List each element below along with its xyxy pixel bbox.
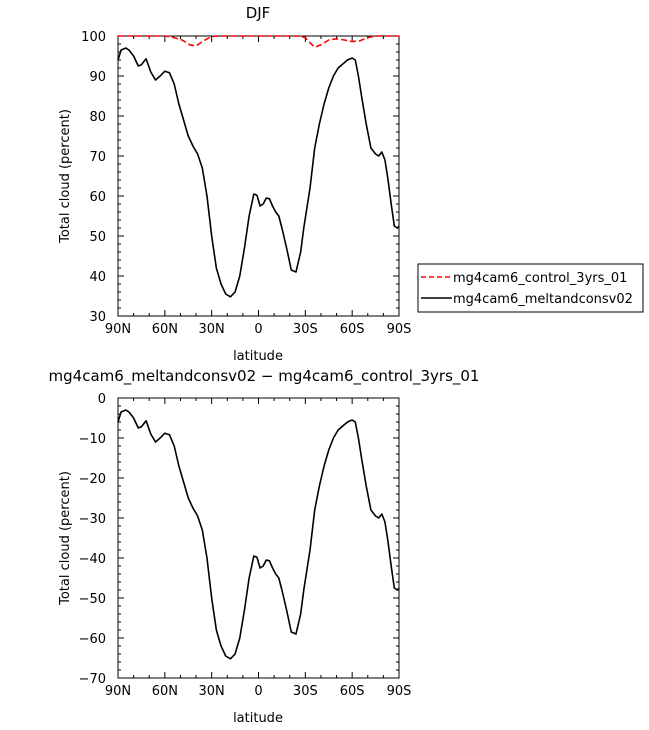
y-tick-label: 70 [89,150,106,165]
legend: mg4cam6_control_3yrs_01 mg4cam6_meltandc… [417,263,644,313]
y-tick-label: 60 [89,190,106,205]
x-axis: 90N 60N 30N 0 30S 60S 90S [105,398,412,699]
x-tick-label: 60S [340,322,365,337]
y-tick-label: −10 [79,432,106,447]
y-tick-label: 40 [89,270,106,285]
y-axis-label: Total cloud (percent) [58,471,73,606]
series-line-mg4cam6_control_3yrs_01 [118,35,399,48]
y-tick-label: 80 [89,110,106,125]
y-tick-label: 30 [89,310,106,325]
plot-frame [117,35,400,317]
x-axis-label: latitude [233,349,283,364]
chart-title: mg4cam6_meltandconsv02 − mg4cam6_control… [49,367,480,386]
x-tick-label: 90S [387,684,412,699]
bottom-chart: mg4cam6_meltandconsv02 − mg4cam6_control… [49,367,480,726]
y-tick-label: −30 [79,512,106,527]
y-axis: −70 −60 −50 −40 −30 −20 −10 0 [79,392,399,687]
series-lines [117,35,400,298]
y-tick-label: 50 [89,230,106,245]
x-tick-label: 0 [254,322,262,337]
y-tick-label: −40 [79,552,106,567]
legend-entry: mg4cam6_control_3yrs_01 [421,271,627,286]
x-tick-label: 60N [152,322,178,337]
x-tick-label: 60S [340,684,365,699]
x-tick-label: 90N [105,684,131,699]
y-tick-label: −60 [79,632,106,647]
x-tick-label: 90N [105,322,131,337]
y-axis: 30 40 50 60 70 80 90 100 [81,30,399,325]
y-tick-label: 90 [89,70,106,85]
y-tick-label: −70 [79,672,106,687]
y-tick-label: −20 [79,472,106,487]
x-tick-label: 60N [152,684,178,699]
legend-box [417,263,644,313]
x-tick-label: 30S [293,322,318,337]
x-tick-label: 30N [199,684,225,699]
x-tick-label: 90S [387,322,412,337]
x-tick-label: 0 [254,684,262,699]
plot-frame [117,397,400,679]
y-tick-label: 100 [81,30,106,45]
series-lines [117,409,400,660]
legend-entry: mg4cam6_meltandconsv02 [421,292,633,307]
legend-label-control: mg4cam6_control_3yrs_01 [453,271,627,286]
chart-title: DJF [246,4,271,22]
legend-label-melt: mg4cam6_meltandconsv02 [453,292,633,307]
y-tick-label: −50 [79,592,106,607]
series-line-mg4cam6_meltandconsv02 [117,47,400,298]
x-axis: 90N 60N 30N 0 30S 60S 90S [105,36,412,337]
top-chart: DJF 90N 60N 30N 0 30S 60S 90S 30 40 50 60 70 80 90 10… [58,4,411,364]
y-axis-label: Total cloud (percent) [58,109,73,244]
series-line-difference-0 [117,409,400,660]
x-tick-label: 30N [199,322,225,337]
y-tick-label: 0 [98,392,106,407]
x-tick-label: 30S [293,684,318,699]
x-axis-label: latitude [233,711,283,726]
